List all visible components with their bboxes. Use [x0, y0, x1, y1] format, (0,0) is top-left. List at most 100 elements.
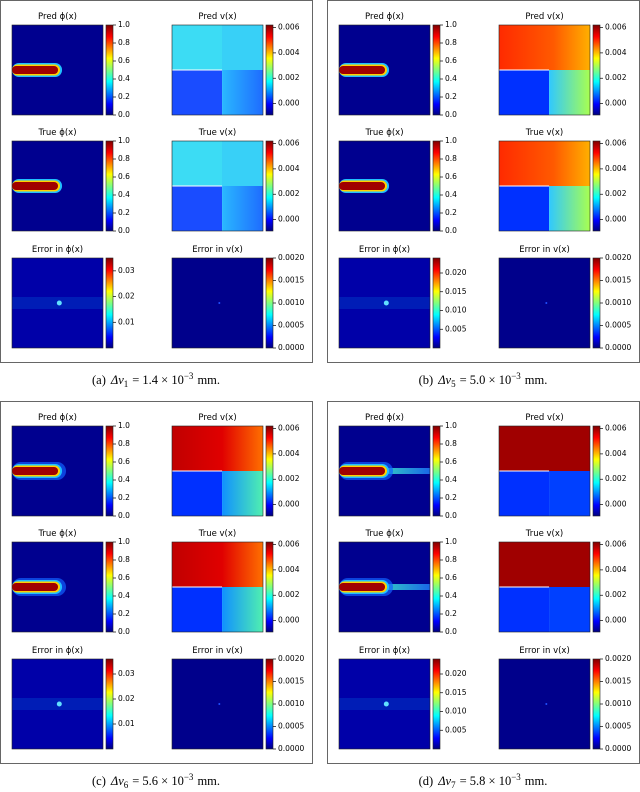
- plot-title: True ϕ(x): [364, 529, 403, 539]
- heatmap-bottom-left: [172, 587, 223, 632]
- colorbar-tick-label: 0.006: [605, 540, 627, 549]
- heatmap-top: [499, 542, 590, 587]
- colorbar-tick-label: 0.0: [118, 627, 130, 636]
- heatmap-border: [498, 541, 591, 633]
- colorbar-tick-label: 0.000: [605, 500, 627, 509]
- colorbar: [592, 425, 601, 517]
- plot-title: Pred v(x): [198, 413, 236, 423]
- heatmap-border: [171, 541, 264, 633]
- plot-title: True v(x): [525, 128, 563, 138]
- heatmap-background: [172, 659, 263, 749]
- colorbar-tick-label: 0.0015: [278, 677, 304, 686]
- colorbar-tick-label: 1.0: [118, 136, 130, 145]
- caption-symbol: Δv: [110, 373, 124, 387]
- colorbar-tick-label: 0.0020: [605, 654, 631, 663]
- heatmap-border: [11, 425, 104, 517]
- error-spot: [218, 703, 221, 705]
- colorbar-tick-label: 0.006: [278, 139, 300, 148]
- heatmap-bottom-left: [499, 70, 550, 115]
- colorbar-tick-label: 0.015: [445, 287, 467, 296]
- heatmap-bottom-left: [172, 471, 223, 516]
- error-spot: [545, 302, 548, 304]
- colorbar-tick-label: 0.000: [278, 616, 300, 625]
- colorbar: [265, 541, 274, 633]
- colorbar-tick-label: 0.2: [445, 92, 457, 101]
- colorbar-tick-label: 0.8: [445, 154, 457, 163]
- caption-relation: = 1.4 × 10: [132, 373, 184, 387]
- heatmap-border: [171, 140, 264, 232]
- colorbar-tick-label: 0.004: [278, 565, 300, 574]
- colorbar-tick-label: 0.0: [118, 511, 130, 520]
- plot-title: Error in ϕ(x): [32, 245, 83, 255]
- colorbar-tick-label: 1.0: [445, 421, 457, 430]
- colorbar-tick-label: 0.03: [118, 266, 135, 275]
- plot-title: True v(x): [525, 529, 563, 539]
- colorbar-tick-label: 0.004: [605, 449, 627, 458]
- heatmap-border: [338, 24, 431, 116]
- caption-exponent: −3: [184, 772, 194, 782]
- colorbar-tick-label: 0.2: [118, 493, 130, 502]
- colorbar: [265, 24, 274, 116]
- heatmap-background: [499, 659, 590, 749]
- heatmap-bottom-left: [499, 587, 550, 632]
- colorbar-tick-label: 0.000: [605, 215, 627, 224]
- colorbar-tick-label: 0.004: [278, 449, 300, 458]
- colorbar-tick-label: 0.0020: [278, 654, 304, 663]
- caption-unit: mm.: [525, 774, 548, 788]
- heatmap-border: [338, 541, 431, 633]
- heatmap-bottom-right: [549, 471, 590, 516]
- heatmap-top: [499, 426, 590, 471]
- colorbar-tick-label: 0.8: [118, 439, 130, 448]
- colorbar-tick-label: 0.4: [445, 475, 457, 484]
- plot-title: Error in ϕ(x): [32, 646, 83, 656]
- heatmap-border: [171, 257, 264, 349]
- caption-subscript: 1: [124, 379, 129, 389]
- colorbar-tick-label: 0.006: [605, 139, 627, 148]
- colorbar: [432, 541, 441, 633]
- heatmap-bottom-left: [499, 471, 550, 516]
- colorbar-tick-label: 0.0: [118, 110, 130, 119]
- colorbar-tick-label: 0.4: [445, 591, 457, 600]
- colorbar-tick-label: 0.002: [605, 590, 627, 599]
- colorbar-tick-label: 0.2: [118, 92, 130, 101]
- colorbar-tick-label: 0.0020: [278, 253, 304, 262]
- caption-exponent: −3: [184, 371, 194, 381]
- plot-title: Error in ϕ(x): [359, 646, 410, 656]
- heatmap-border: [171, 425, 264, 517]
- colorbar-tick-label: 0.002: [278, 590, 300, 599]
- heatmap-border: [11, 541, 104, 633]
- colorbar-tick-label: 0.004: [605, 164, 627, 173]
- colorbar-tick-label: 0.0015: [278, 276, 304, 285]
- caption-label: (a): [92, 373, 106, 387]
- colorbar: [265, 140, 274, 232]
- colorbar-tick-label: 1.0: [445, 20, 457, 29]
- colorbar: [105, 257, 114, 349]
- colorbar-tick-label: 0.0020: [605, 253, 631, 262]
- heatmap-background: [172, 258, 263, 348]
- colorbar-tick-label: 0.004: [605, 48, 627, 57]
- caption-unit: mm.: [525, 373, 548, 387]
- colorbar-tick-label: 0.006: [278, 23, 300, 32]
- colorbar-tick-label: 0.010: [445, 707, 467, 716]
- heatmap-background: [499, 258, 590, 348]
- error-spot: [545, 703, 548, 705]
- colorbar-tick-label: 0.2: [118, 609, 130, 618]
- colorbar-tick-label: 0.8: [118, 154, 130, 163]
- heatmap-bottom-right: [222, 471, 263, 516]
- colorbar-tick-label: 0.8: [445, 38, 457, 47]
- colorbar-tick-label: 0.0010: [278, 298, 304, 307]
- colorbar-tick-label: 0.000: [278, 99, 300, 108]
- colorbar-tick-label: 0.0005: [278, 321, 304, 330]
- heatmap-border: [498, 257, 591, 349]
- colorbar-tick-label: 0.002: [605, 189, 627, 198]
- colorbar-tick-label: 0.0: [445, 511, 457, 520]
- colorbar-tick-label: 0.002: [278, 189, 300, 198]
- colorbar-tick-label: 0.006: [605, 424, 627, 433]
- colorbar: [592, 24, 601, 116]
- colorbar-tick-label: 0.020: [445, 268, 467, 277]
- heatmap-top: [172, 542, 263, 587]
- heatmap-border: [11, 140, 104, 232]
- caption-relation: = 5.8 × 10: [460, 774, 512, 788]
- colorbar: [432, 140, 441, 232]
- heatmap-border: [171, 24, 264, 116]
